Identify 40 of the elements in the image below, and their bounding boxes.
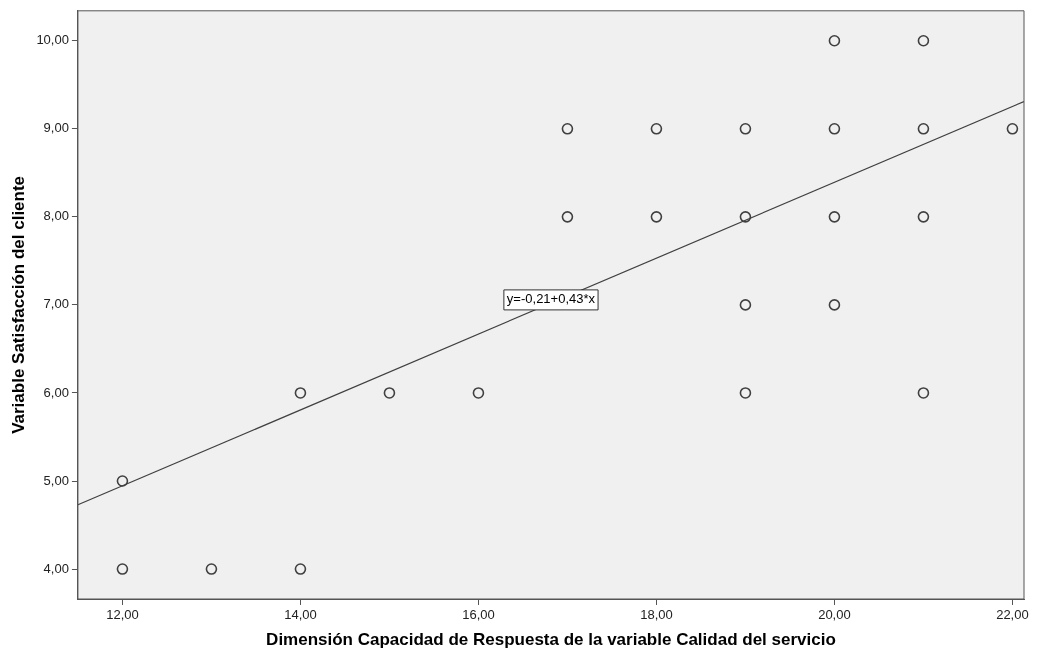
y-tick-label: 6,00 xyxy=(43,384,69,400)
y-axis-title: Variable Satisfacción del cliente xyxy=(8,175,28,434)
point xyxy=(294,563,307,575)
point xyxy=(917,122,930,135)
point xyxy=(205,563,218,575)
point xyxy=(561,211,574,223)
y-tick-label: 8,00 xyxy=(43,208,69,224)
y-tick-label: 5,00 xyxy=(43,472,69,488)
point xyxy=(561,122,574,135)
point xyxy=(828,122,841,135)
x-axis-title: Dimensión Capacidad de Respuesta de la variable Calidad del servicio xyxy=(266,630,836,650)
point xyxy=(917,387,930,399)
annotation: y=-0,21+0,43*x xyxy=(506,291,596,307)
y-tick-label: 9,00 xyxy=(43,120,69,136)
x-tick-label: 18,00 xyxy=(640,607,673,623)
point xyxy=(383,387,396,399)
point xyxy=(739,299,752,311)
point xyxy=(1006,122,1019,135)
y-tick-label: 7,00 xyxy=(43,296,69,312)
x-tick-label: 22,00 xyxy=(996,607,1029,623)
point xyxy=(739,211,752,223)
point xyxy=(828,34,841,47)
point xyxy=(739,122,752,135)
point xyxy=(650,122,663,135)
x-tick-label: 16,00 xyxy=(462,607,495,623)
y-tick-label: 10,00 xyxy=(36,32,69,48)
x-tick-label: 20,00 xyxy=(818,607,851,623)
y-tick-label: 4,00 xyxy=(43,560,69,576)
point xyxy=(294,387,307,399)
point xyxy=(828,211,841,223)
x-tick-label: 12,00 xyxy=(106,607,139,623)
point xyxy=(472,387,485,399)
point xyxy=(739,387,752,399)
point xyxy=(917,34,930,47)
point xyxy=(116,475,129,487)
point xyxy=(650,211,663,223)
point xyxy=(116,563,129,575)
point xyxy=(917,211,930,223)
x-tick-label: 14,00 xyxy=(284,607,317,623)
point xyxy=(828,299,841,311)
